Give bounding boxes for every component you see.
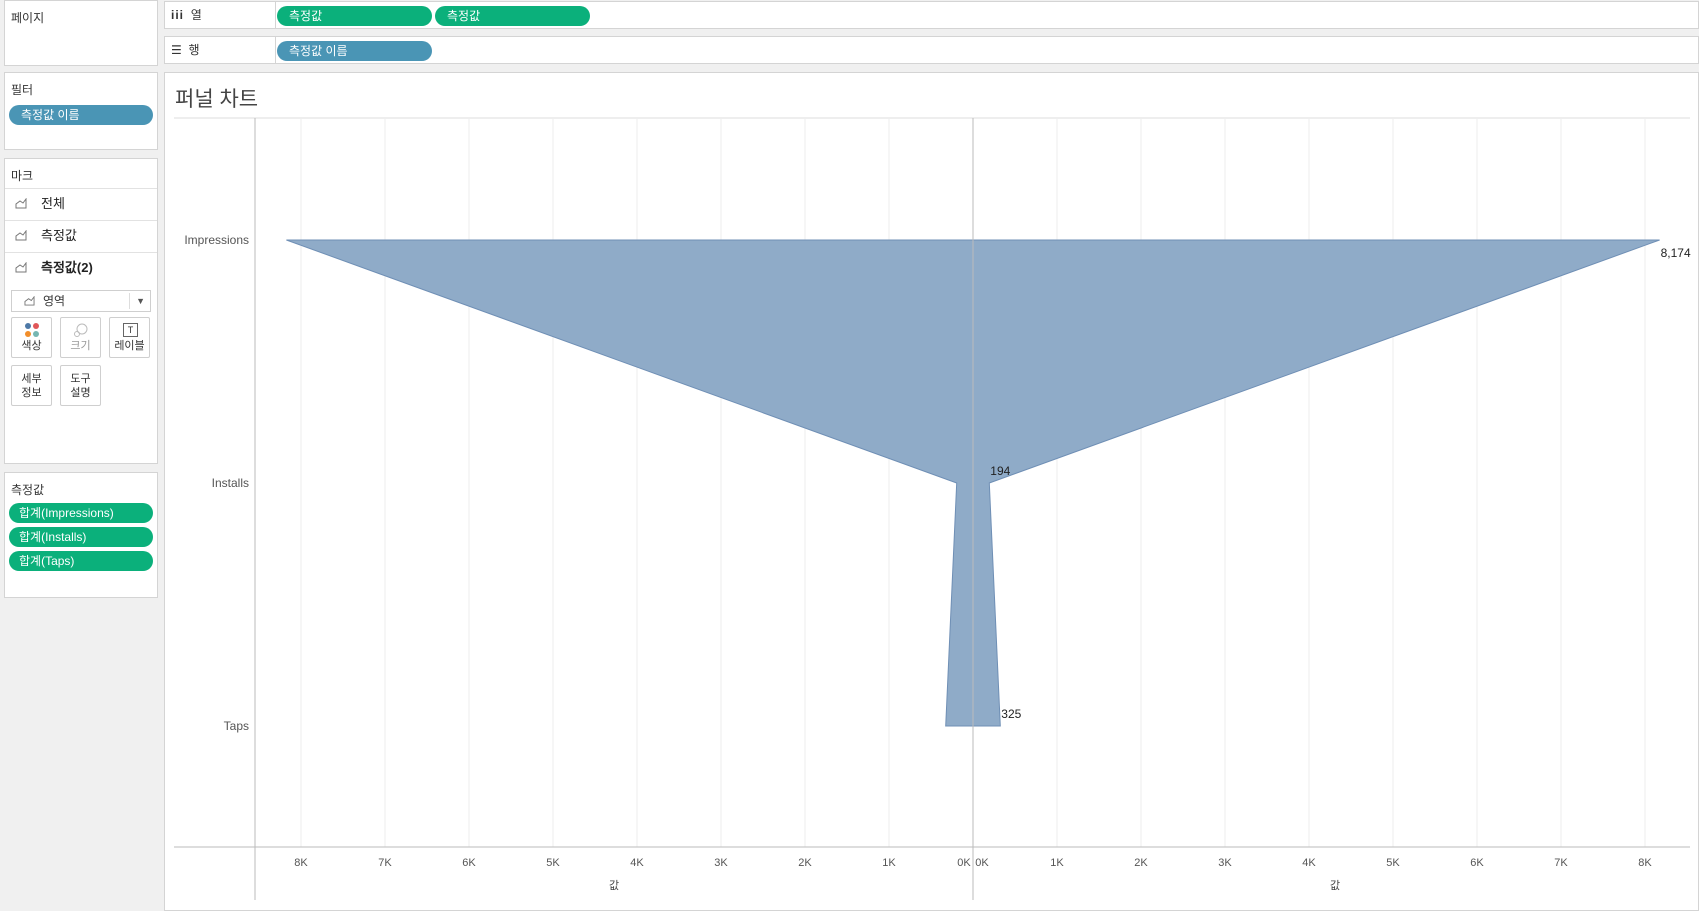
right-axis-tick-label: 2K — [1134, 857, 1148, 869]
filters-panel: 필터 측정값 이름 — [4, 72, 158, 150]
left-axis-tick-label: 8K — [294, 857, 308, 869]
right-axis-tick-label: 0K — [975, 857, 989, 869]
left-axis-tick-label: 0K — [957, 857, 971, 869]
left-area-mark — [286, 239, 974, 727]
row-header-impressions: Impressions — [184, 233, 249, 247]
area-mark-icon — [24, 296, 35, 306]
marks-row-all-label: 전체 — [41, 196, 65, 211]
pages-panel: 페이지 — [4, 0, 158, 66]
data-label-taps: 325 — [1001, 707, 1021, 721]
left-axis-tick-label: 7K — [378, 857, 392, 869]
color-button-label: 색상 — [21, 340, 42, 352]
columns-icon: iii — [171, 8, 185, 22]
worksheet-view: 퍼널 차트 — [164, 72, 1699, 911]
rows-shelf-label: ☰ 행 — [171, 37, 199, 63]
dropdown-divider — [129, 293, 130, 309]
tooltip-button[interactable]: 도구 설명 — [60, 365, 101, 406]
right-axis-tick-label: 8K — [1638, 857, 1652, 869]
label-button[interactable]: T 레이블 — [109, 317, 150, 358]
color-dots-icon — [25, 323, 39, 337]
right-axis-tick-label: 7K — [1554, 857, 1568, 869]
columns-label-text: 열 — [190, 8, 202, 22]
right-axis-title: 값 — [1330, 879, 1340, 892]
detail-button-label: 세부 정보 — [21, 373, 42, 399]
left-axis-title: 값 — [609, 879, 619, 892]
left-axis-tick-label: 1K — [882, 857, 896, 869]
left-axis-tick-label: 2K — [798, 857, 812, 869]
marks-row-measure[interactable]: 측정값 — [5, 220, 157, 251]
area-mark-icon — [15, 198, 27, 209]
right-axis-tick-label: 3K — [1218, 857, 1232, 869]
chevron-down-icon: ▼ — [136, 296, 145, 306]
left-axis-tick-label: 6K — [462, 857, 476, 869]
marks-row-all[interactable]: 전체 — [5, 188, 157, 219]
columns-pill-1[interactable]: 측정값 — [277, 6, 432, 26]
area-mark-icon — [15, 262, 27, 273]
pages-panel-title: 페이지 — [11, 11, 45, 25]
right-area-mark — [972, 239, 1660, 727]
marks-panel-title: 마크 — [11, 169, 34, 183]
left-axis-tick-label: 5K — [546, 857, 560, 869]
detail-button[interactable]: 세부 정보 — [11, 365, 52, 406]
marks-panel: 마크 전체 측정값 측정값(2) 영역 ▼ 색상 크기 T 레이블 세부 정보 — [4, 158, 158, 464]
marks-row-measure-label: 측정값 — [41, 228, 77, 243]
row-header-installs: Installs — [212, 476, 249, 490]
measure-values-panel: 측정값 합계(Impressions) 합계(Installs) 합계(Taps… — [4, 472, 158, 598]
text-label-icon: T — [123, 323, 138, 337]
marks-row-measure-2-label: 측정값(2) — [41, 260, 93, 275]
shelf-divider — [275, 37, 276, 63]
filters-panel-title: 필터 — [11, 83, 34, 97]
marks-row-measure-2[interactable]: 측정값(2) — [5, 252, 157, 283]
data-label-impressions: 8,174 — [1661, 246, 1691, 260]
label-button-label: 레이블 — [114, 340, 145, 352]
filter-pill[interactable]: 측정값 이름 — [9, 105, 153, 125]
measure-pill-installs[interactable]: 합계(Installs) — [9, 527, 153, 547]
color-button[interactable]: 색상 — [11, 317, 52, 358]
rows-icon: ☰ — [171, 43, 182, 57]
shelf-divider — [275, 2, 276, 28]
size-icon — [74, 323, 88, 337]
measure-values-panel-title: 측정값 — [11, 483, 45, 497]
rows-pill-1[interactable]: 측정값 이름 — [277, 41, 432, 61]
columns-pill-2[interactable]: 측정값 — [435, 6, 590, 26]
right-axis-tick-label: 1K — [1050, 857, 1064, 869]
data-label-installs: 194 — [990, 464, 1010, 478]
columns-shelf-label: iii 열 — [171, 2, 202, 28]
chart-title: 퍼널 차트 — [175, 88, 259, 111]
right-axis-tick-label: 6K — [1470, 857, 1484, 869]
right-axis-tick-label: 5K — [1386, 857, 1400, 869]
row-header-taps: Taps — [224, 719, 249, 733]
rows-label-text: 행 — [188, 43, 200, 57]
measure-pill-impressions[interactable]: 합계(Impressions) — [9, 503, 153, 523]
columns-shelf[interactable]: iii 열 측정값 측정값 — [164, 1, 1699, 29]
measure-pill-taps[interactable]: 합계(Taps) — [9, 551, 153, 571]
size-button[interactable]: 크기 — [60, 317, 101, 358]
left-axis-tick-label: 3K — [714, 857, 728, 869]
size-button-label: 크기 — [70, 340, 91, 352]
left-axis-tick-label: 4K — [630, 857, 644, 869]
mark-type-dropdown[interactable]: 영역 ▼ — [11, 290, 151, 312]
tooltip-button-label: 도구 설명 — [70, 373, 91, 399]
mark-type-value: 영역 — [43, 294, 66, 308]
area-mark-icon — [15, 230, 27, 241]
right-axis-tick-label: 4K — [1302, 857, 1316, 869]
